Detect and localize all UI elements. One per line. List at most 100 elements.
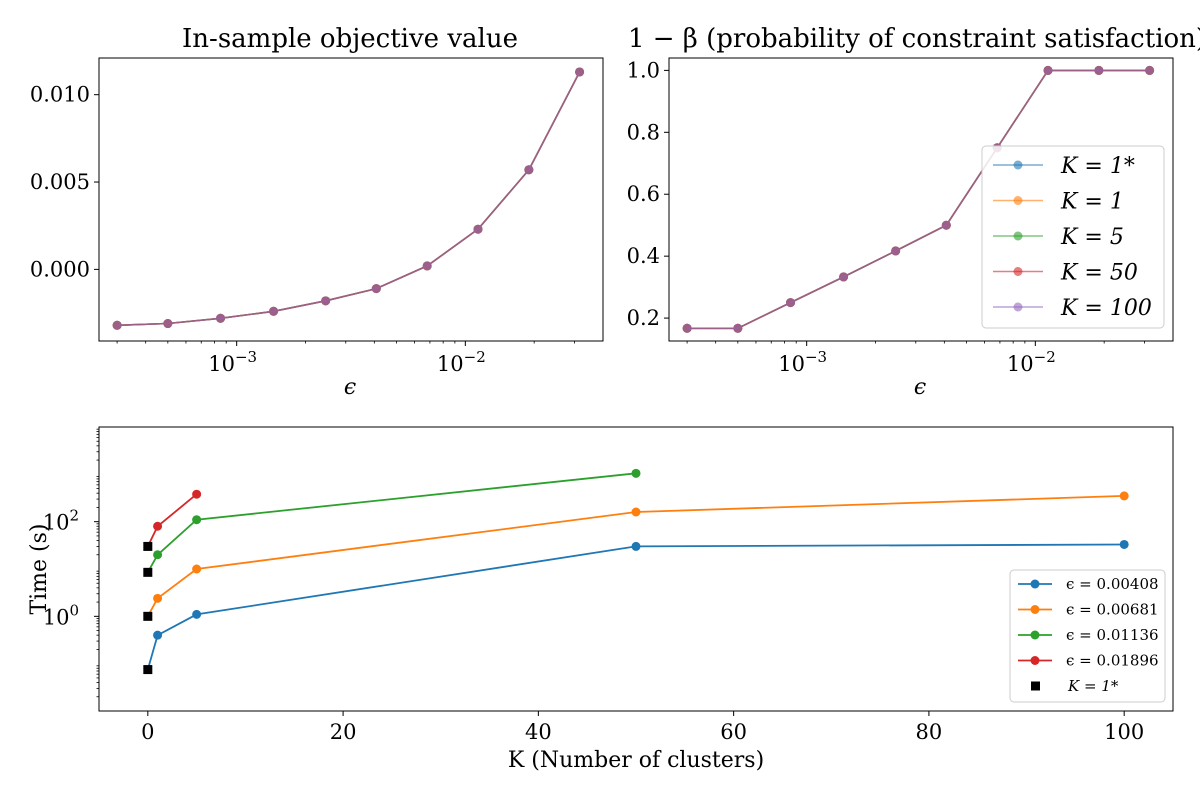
time-k1star-marker xyxy=(143,541,153,551)
objective-series-line xyxy=(117,71,581,327)
objective-data-point xyxy=(112,320,122,330)
time-y-tick-label: 102 xyxy=(43,507,79,535)
objective-y-tick-label: 0.010 xyxy=(30,83,90,107)
time-data-point xyxy=(192,515,202,525)
probability-x-tick-label: 10−3 xyxy=(778,348,827,376)
time-data-point xyxy=(153,550,163,560)
time-series-line xyxy=(147,472,637,573)
time-legend-square-marker xyxy=(1031,681,1040,691)
objective-y-tick-label: 0.005 xyxy=(30,170,90,194)
objective-panel-title: In-sample objective value xyxy=(182,24,518,54)
time-data-point xyxy=(1119,491,1129,501)
objective-data-point xyxy=(575,67,585,77)
probability-y-tick-label: 1.0 xyxy=(627,58,660,82)
probability-data-point xyxy=(839,272,849,282)
time-series-line xyxy=(146,493,198,547)
probability-legend-label: K = 50 xyxy=(1060,261,1138,286)
time-data-point xyxy=(631,507,641,517)
time-data-point xyxy=(1119,539,1129,549)
time-data-point xyxy=(631,541,641,551)
objective-data-point xyxy=(321,296,331,306)
time-x-tick-label: 40 xyxy=(525,720,552,744)
objective-data-point xyxy=(422,261,432,271)
probability-y-tick-label: 0.8 xyxy=(627,120,660,144)
objective-x-label: ϵ xyxy=(344,375,356,400)
time-legend-marker xyxy=(1030,579,1040,589)
probability-legend-marker xyxy=(1013,267,1023,276)
time-data-point xyxy=(192,609,202,619)
probability-y-tick-label: 0.6 xyxy=(627,182,660,206)
probability-series-line xyxy=(687,69,1150,330)
time-x-tick-label: 60 xyxy=(720,720,747,744)
time-x-tick-label: 0 xyxy=(141,720,154,744)
probability-legend-label: K = 5 xyxy=(1060,225,1124,250)
time-y-label: Time (s) xyxy=(27,523,52,614)
probability-panel-title: 1 − β (probability of constraint satisfa… xyxy=(628,24,1200,54)
time-legend-box xyxy=(1009,569,1166,703)
objective-data-point xyxy=(216,313,226,323)
time-x-tick-label: 80 xyxy=(916,720,943,744)
time-legend-marker xyxy=(1030,630,1040,640)
time-data-point xyxy=(631,468,641,478)
probability-data-point xyxy=(1043,65,1053,75)
probability-data-point xyxy=(682,323,692,333)
probability-panel: 1 − β (probability of constraint satisfa… xyxy=(627,24,1200,400)
time-legend: ϵ = 0.00408 ϵ = 0.00681 ϵ = 0.01136 ϵ = 0.0… xyxy=(1009,569,1166,703)
probability-data-point xyxy=(891,246,901,256)
probability-legend-label: K = 1* xyxy=(1060,154,1135,179)
probability-y-tick-label: 0.2 xyxy=(627,306,660,330)
time-data-point xyxy=(153,630,163,640)
probability-legend-marker xyxy=(1013,196,1023,205)
probability-data-point xyxy=(941,220,951,230)
objective-data-point xyxy=(473,224,483,234)
time-legend-label: K = 1* xyxy=(1067,677,1119,695)
probability-legend-box xyxy=(981,145,1165,329)
objective-series-line xyxy=(117,71,581,327)
probability-legend-marker xyxy=(1013,231,1023,241)
probability-data-point xyxy=(1145,65,1155,75)
time-legend-label: ϵ = 0.01136 xyxy=(1066,626,1159,644)
time-legend-label: ϵ = 0.00408 xyxy=(1066,575,1159,593)
time-x-tick-label: 20 xyxy=(330,720,357,744)
probability-data-point xyxy=(733,323,743,333)
time-data-point xyxy=(153,521,163,531)
time-legend-label: ϵ = 0.00681 xyxy=(1066,601,1159,619)
objective-data-point xyxy=(163,319,173,329)
time-k1star-marker xyxy=(143,611,153,621)
time-data-point xyxy=(192,564,202,574)
time-legend-marker xyxy=(1030,605,1040,614)
probability-axes-frame xyxy=(668,57,1174,342)
probability-legend: K = 1* K = 1 K = 5 K = 50 K = 100 xyxy=(981,145,1165,329)
probability-legend-marker xyxy=(1013,160,1023,170)
objective-axes-frame xyxy=(98,57,604,342)
probability-y-tick-label: 0.4 xyxy=(627,244,660,268)
objective-series-line xyxy=(117,71,581,327)
objective-data-point xyxy=(269,306,279,316)
time-series-line xyxy=(146,543,1125,670)
time-x-tick-label: 100 xyxy=(1104,720,1144,744)
time-k1star-marker xyxy=(143,567,153,577)
probability-legend-label: K = 100 xyxy=(1060,296,1152,321)
time-panel: 0 20 40 60 80 100 102 100 K (Number of clusters… xyxy=(27,426,1174,773)
time-x-label: K (Number of clusters) xyxy=(508,748,764,773)
time-plot-area: 0 20 40 60 80 100 102 100 xyxy=(43,428,1144,744)
probability-legend-label: K = 1 xyxy=(1060,190,1124,215)
objective-data-point xyxy=(371,284,381,294)
time-y-tick-label: 100 xyxy=(43,601,79,629)
objective-plot-area: 10−3 10−2 0.010 0.005 0.000 xyxy=(30,67,585,376)
probability-data-point xyxy=(786,298,796,308)
time-data-point xyxy=(153,593,163,603)
objective-x-tick-label: 10−2 xyxy=(437,348,486,376)
time-legend-label: ϵ = 0.01896 xyxy=(1066,652,1159,670)
time-axes-frame xyxy=(98,426,1174,712)
objective-x-tick-label: 10−3 xyxy=(208,348,257,376)
probability-data-point xyxy=(1094,65,1104,75)
objective-panel: In-sample objective value 10−3 10−2 0.010 0… xyxy=(30,24,604,400)
time-legend-marker xyxy=(1030,656,1040,665)
objective-y-tick-label: 0.000 xyxy=(30,257,90,281)
objective-series-line xyxy=(117,71,581,327)
probability-x-tick-label: 10−2 xyxy=(1007,348,1056,376)
time-data-point xyxy=(192,489,202,499)
time-k1star-marker xyxy=(143,665,153,675)
